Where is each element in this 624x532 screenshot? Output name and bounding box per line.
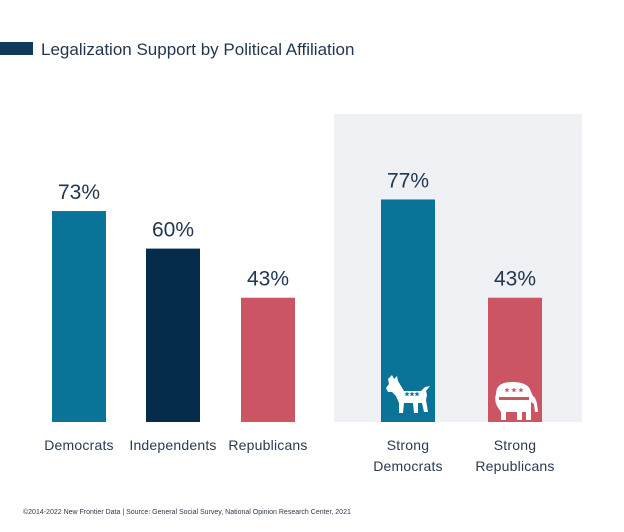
bar-independents [146,248,200,422]
category-label-strong-republicans: Strong [494,437,536,453]
category-label-republicans: Republicans [228,437,307,453]
category-label-independents: Independents [129,437,216,453]
bar-republicans [241,297,295,422]
source-footer: ©2014-2022 New Frontier Data | Source: G… [23,508,351,516]
value-label-independents: 60% [152,219,194,242]
title-swatch [0,42,33,55]
value-label-republicans: 43% [247,268,289,291]
democrat-donkey-icon [386,375,430,413]
strong-affiliation-panel [334,114,582,422]
category-label-strong-democrats: Democrats [373,458,442,474]
republican-elephant-icon [495,382,538,420]
bars-layer: 73% Democrats 60% Independents 43% Republican… [44,169,554,474]
bar-democrats [52,211,106,422]
value-label-strong-democrats: 77% [387,169,429,192]
category-label-democrats: Democrats [44,437,113,453]
value-label-democrats: 73% [58,181,100,204]
category-label-strong-republicans: Republicans [475,458,554,474]
chart-title: Legalization Support by Political Affili… [41,40,354,59]
category-label-strong-democrats: Strong [387,437,429,453]
value-label-strong-republicans: 43% [494,268,536,291]
